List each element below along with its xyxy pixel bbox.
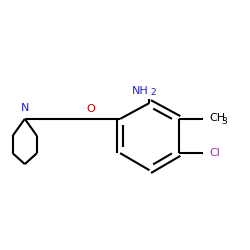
Text: 2: 2 xyxy=(150,88,156,98)
Text: CH: CH xyxy=(209,114,226,124)
Text: 3: 3 xyxy=(221,117,227,126)
Text: O: O xyxy=(86,104,95,114)
Text: NH: NH xyxy=(132,86,148,97)
Text: N: N xyxy=(20,103,29,113)
Text: Cl: Cl xyxy=(209,148,220,158)
